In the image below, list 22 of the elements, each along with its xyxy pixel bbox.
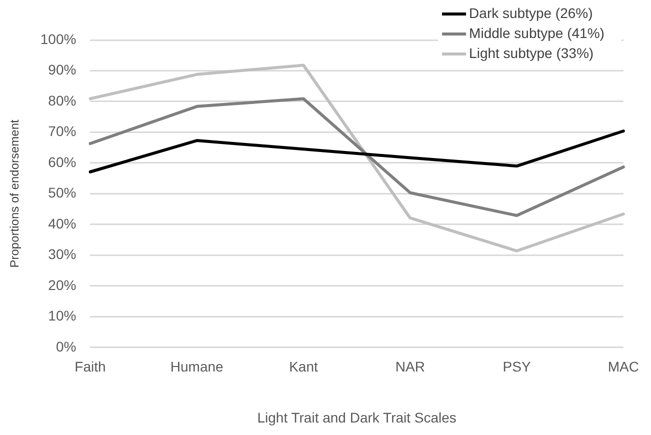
x-tick-label: PSY <box>502 358 532 375</box>
y-tick-label: 0% <box>56 338 76 354</box>
y-tick-label: 10% <box>48 308 76 324</box>
legend-label: Light subtype (33%) <box>469 44 594 61</box>
y-tick-label: 20% <box>48 276 76 293</box>
y-tick-label: 90% <box>48 62 76 78</box>
y-tick-label: 60% <box>48 154 76 170</box>
legend-label: Middle subtype (41%) <box>469 24 604 41</box>
x-tick-label: Faith <box>74 358 106 375</box>
legend-label: Dark subtype (26%) <box>469 4 593 21</box>
x-tick-label: Humane <box>170 358 224 375</box>
x-tick-label: Kant <box>289 358 318 375</box>
y-tick-label: 70% <box>48 123 76 140</box>
y-tick-label: 100% <box>40 30 76 47</box>
x-tick-label: MAC <box>608 358 640 375</box>
y-axis-title: Proportions of endorsement <box>8 118 22 268</box>
y-tick-label: 40% <box>48 215 76 232</box>
y-tick-label: 80% <box>48 92 76 108</box>
x-axis-title: Light Trait and Dark Trait Scales <box>257 409 456 426</box>
x-tick-label: NAR <box>395 358 425 375</box>
y-tick-label: 30% <box>48 246 76 262</box>
y-tick-label: 50% <box>48 184 76 201</box>
